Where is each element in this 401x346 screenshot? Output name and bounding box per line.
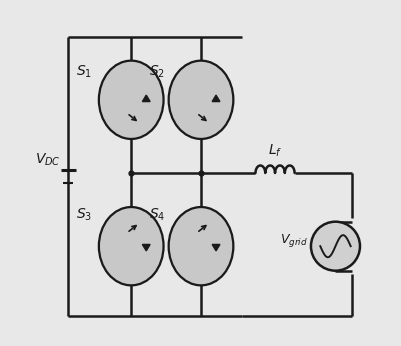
Ellipse shape	[99, 207, 163, 285]
Circle shape	[310, 222, 359, 271]
Polygon shape	[142, 244, 150, 251]
Text: $V_{DC}$: $V_{DC}$	[35, 151, 61, 167]
Text: $S_1$: $S_1$	[76, 64, 92, 80]
Text: $L_f$: $L_f$	[267, 142, 282, 159]
Text: $S_3$: $S_3$	[76, 206, 92, 223]
Text: $S_2$: $S_2$	[149, 64, 165, 80]
Ellipse shape	[168, 61, 233, 139]
Ellipse shape	[99, 61, 163, 139]
Text: $V_{grid}$: $V_{grid}$	[279, 232, 307, 249]
Polygon shape	[142, 95, 150, 102]
Text: $S_4$: $S_4$	[148, 206, 165, 223]
Polygon shape	[212, 244, 219, 251]
Ellipse shape	[168, 207, 233, 285]
Polygon shape	[212, 95, 219, 102]
